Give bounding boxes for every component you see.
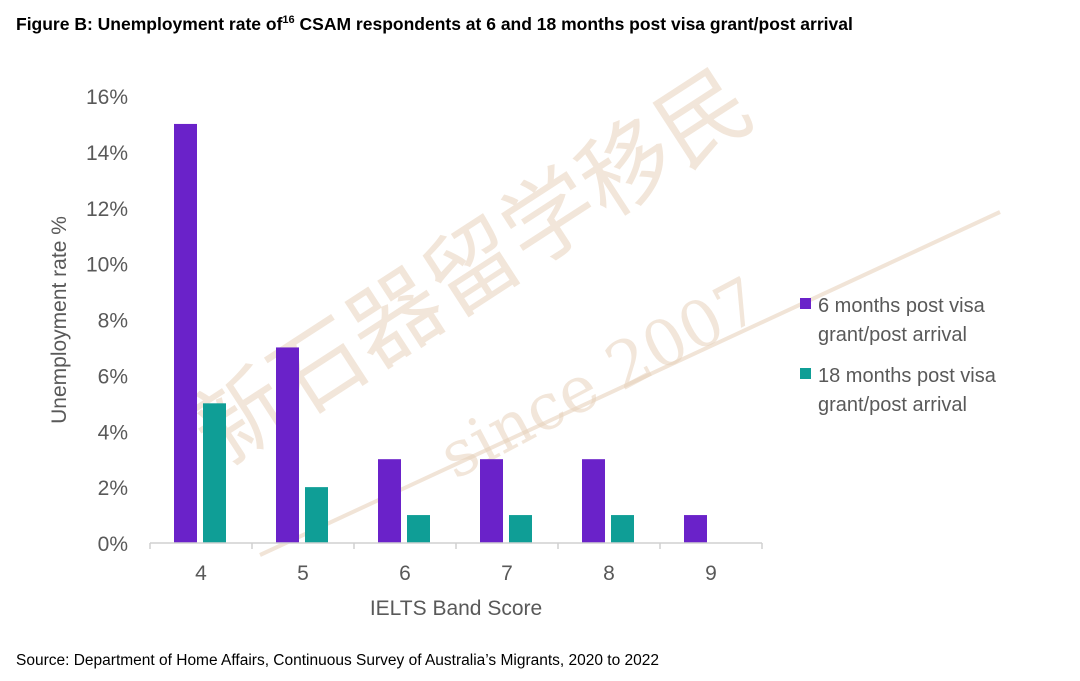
source-note: Source: Department of Home Affairs, Cont… [16, 652, 660, 669]
y-tick-label: 2% [98, 477, 128, 500]
title-text: Figure B: Unemployment rate of [16, 14, 283, 34]
legend-label: 18 months post visa [818, 365, 997, 387]
legend-label: grant/post arrival [818, 394, 967, 416]
legend-swatch [800, 298, 811, 309]
bar-18-months [611, 515, 634, 543]
bar-18-months [407, 515, 430, 543]
x-tick-label: 4 [195, 562, 207, 585]
y-tick-label: 14% [86, 142, 128, 165]
x-axis-label: IELTS Band Score [370, 597, 542, 620]
y-tick-label: 10% [86, 254, 128, 277]
y-tick-label: 0% [98, 533, 128, 556]
x-tick-label: 6 [399, 562, 411, 585]
y-axis-label: Unemployment rate % [48, 216, 71, 424]
bar-18-months [509, 515, 532, 543]
figure-title: Figure B: Unemployment rate of16 CSAM re… [16, 14, 853, 35]
legend-swatch [800, 368, 811, 379]
bar-18-months [203, 403, 226, 543]
bar-6-months [174, 123, 197, 543]
legend-label: grant/post arrival [818, 324, 967, 346]
bar-6-months [276, 347, 299, 543]
title-text-rest: CSAM respondents at 6 and 18 months post… [294, 14, 853, 34]
x-tick-label: 8 [603, 562, 615, 585]
x-tick-label: 9 [705, 562, 717, 585]
y-tick-label: 16% [86, 86, 128, 109]
y-tick-label: 4% [98, 421, 128, 444]
footnote-marker: 16 [282, 14, 295, 27]
y-tick-label: 6% [98, 365, 128, 388]
y-tick-label: 12% [86, 198, 128, 221]
legend-label: 6 months post visa [818, 295, 986, 317]
x-tick-label: 7 [501, 562, 513, 585]
bar-6-months [684, 515, 707, 543]
y-tick-label: 8% [98, 310, 128, 333]
bar-6-months [480, 459, 503, 543]
x-tick-label: 5 [297, 562, 309, 585]
bar-6-months [378, 459, 401, 543]
bar-18-months [305, 487, 328, 543]
bar-6-months [582, 459, 605, 543]
